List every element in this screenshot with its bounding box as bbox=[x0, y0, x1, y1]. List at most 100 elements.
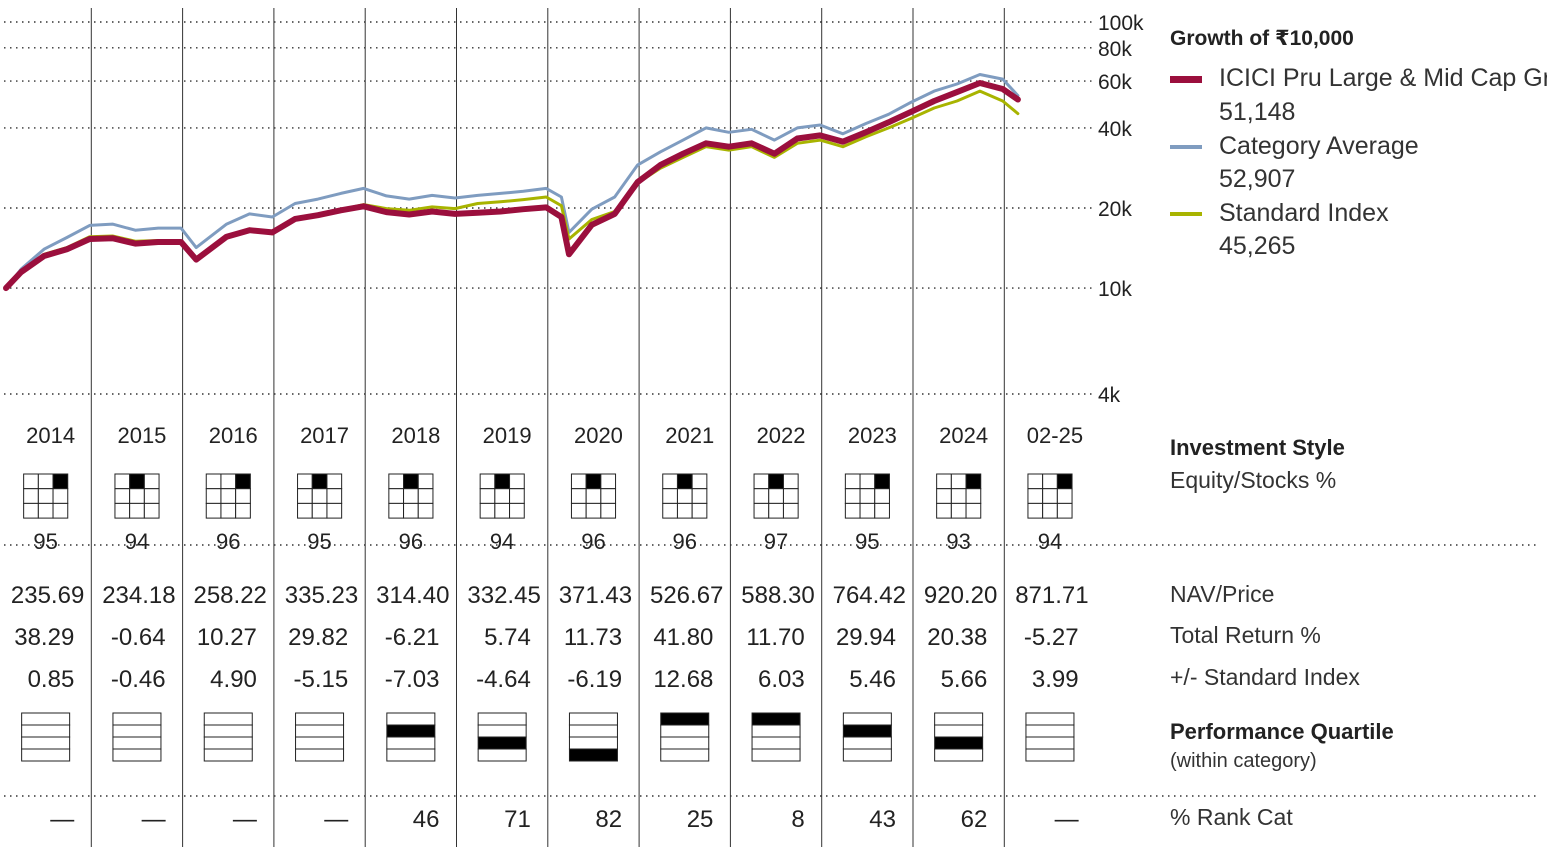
equity-pct: 94 bbox=[1038, 529, 1062, 554]
style-box-cell bbox=[509, 488, 525, 504]
style-box-cell bbox=[235, 488, 251, 504]
nav-value: 871.71 bbox=[1015, 582, 1088, 609]
style-box-cell bbox=[844, 488, 861, 504]
style-box-cell bbox=[1056, 473, 1073, 490]
style-box-cell bbox=[311, 502, 328, 519]
total-return-value: 11.70 bbox=[746, 624, 804, 651]
total-return-value: 10.27 bbox=[197, 624, 257, 651]
style-box-cell bbox=[143, 473, 160, 490]
rank-cat-value: 46 bbox=[413, 806, 440, 833]
year-label: 2015 bbox=[117, 423, 166, 448]
vs-index-value: -7.03 bbox=[385, 666, 440, 693]
quartile-cell bbox=[112, 712, 162, 726]
legend-name-category: Category Average bbox=[1219, 132, 1419, 160]
legend-swatch-category bbox=[1170, 145, 1202, 149]
style-box-cell bbox=[570, 473, 587, 490]
style-box-cell bbox=[753, 502, 770, 519]
vs-index-value: 5.46 bbox=[849, 666, 896, 693]
quartile-cell bbox=[477, 712, 527, 726]
style-box-cell bbox=[417, 502, 434, 519]
year-label: 2016 bbox=[209, 423, 258, 448]
style-box-cell bbox=[403, 473, 419, 490]
style-box-cell bbox=[570, 488, 587, 504]
quartile-cell bbox=[21, 736, 71, 750]
style-box-cell bbox=[859, 502, 876, 519]
year-label: 2018 bbox=[391, 423, 440, 448]
y-tick-label: 60k bbox=[1098, 71, 1132, 94]
quartile-cell bbox=[751, 724, 801, 738]
style-box-cell bbox=[417, 488, 434, 504]
style-box-cell bbox=[691, 502, 708, 519]
style-box-cell bbox=[950, 502, 967, 519]
year-label: 2014 bbox=[26, 423, 75, 448]
quartile-cell bbox=[660, 748, 710, 762]
quartile-cell bbox=[660, 712, 710, 726]
style-box-cell bbox=[494, 502, 511, 519]
investment-style-label: Investment Style bbox=[1170, 435, 1345, 460]
style-box-cell bbox=[950, 488, 967, 504]
style-box-cell bbox=[1042, 488, 1058, 504]
equity-pct: 95 bbox=[855, 529, 879, 554]
quartile-cell bbox=[21, 748, 71, 762]
rank-cat-value: — bbox=[1055, 806, 1079, 833]
style-box-cell bbox=[753, 488, 770, 504]
style-box-cell bbox=[600, 502, 617, 519]
quartile-cell bbox=[1025, 736, 1075, 750]
style-box-cell bbox=[326, 502, 343, 519]
style-box-cell bbox=[768, 502, 784, 519]
vs-index-value: -0.46 bbox=[111, 666, 166, 693]
quartile-cell bbox=[568, 712, 618, 726]
quartile-cell bbox=[295, 724, 345, 738]
style-box-cell bbox=[662, 502, 678, 519]
style-box-cell bbox=[52, 502, 69, 519]
style-box-cell bbox=[676, 488, 693, 504]
year-label: 2024 bbox=[939, 423, 988, 448]
style-box-cell bbox=[936, 473, 952, 490]
style-box-cell bbox=[494, 488, 511, 504]
quartile-cell bbox=[568, 724, 618, 738]
quartile-cell bbox=[295, 712, 345, 726]
style-box-cell bbox=[874, 488, 890, 504]
quartile-cell bbox=[386, 712, 436, 726]
y-tick-label: 40k bbox=[1098, 118, 1132, 141]
legend-value-category: 52,907 bbox=[1219, 165, 1296, 193]
year-label: 2022 bbox=[757, 423, 806, 448]
total-return-label: Total Return % bbox=[1170, 622, 1321, 648]
rank-cat-label: % Rank Cat bbox=[1170, 804, 1293, 830]
style-box-cell bbox=[37, 473, 54, 490]
style-box-cell bbox=[676, 473, 693, 490]
style-box-cell bbox=[844, 502, 861, 519]
quartile-cell bbox=[386, 736, 436, 750]
series-line-index bbox=[4, 89, 1020, 290]
style-box-cell bbox=[782, 488, 799, 504]
style-box-cell bbox=[129, 502, 145, 519]
quartile-cell bbox=[203, 736, 253, 750]
equity-pct: 95 bbox=[33, 529, 57, 554]
total-return-value: 5.74 bbox=[484, 624, 531, 651]
style-box-cell bbox=[585, 502, 602, 519]
style-box-cell bbox=[205, 488, 222, 504]
quartile-cell bbox=[1025, 748, 1075, 762]
quartile-cell bbox=[1025, 724, 1075, 738]
style-box-cell bbox=[114, 488, 131, 504]
style-box-cell bbox=[950, 473, 967, 490]
vs-index-label: +/- Standard Index bbox=[1170, 664, 1360, 690]
quartile-cell bbox=[751, 712, 801, 726]
style-box-cell bbox=[768, 473, 784, 490]
legend-value-fund: 51,148 bbox=[1219, 98, 1296, 126]
style-box-cell bbox=[691, 473, 708, 490]
style-box-cell bbox=[297, 473, 313, 490]
equity-pct: 94 bbox=[490, 529, 514, 554]
style-box-cell bbox=[205, 473, 222, 490]
style-box-cell bbox=[52, 473, 69, 490]
quartile-cell bbox=[842, 724, 892, 738]
quartile-cell bbox=[203, 712, 253, 726]
equity-pct: 95 bbox=[307, 529, 331, 554]
vs-index-value: -6.19 bbox=[567, 666, 622, 693]
total-return-value: 41.80 bbox=[653, 624, 713, 651]
equity-stocks-label: Equity/Stocks % bbox=[1170, 467, 1337, 493]
vs-index-value: 5.66 bbox=[941, 666, 988, 693]
style-box-cell bbox=[570, 502, 587, 519]
quartile-cell bbox=[386, 748, 436, 762]
